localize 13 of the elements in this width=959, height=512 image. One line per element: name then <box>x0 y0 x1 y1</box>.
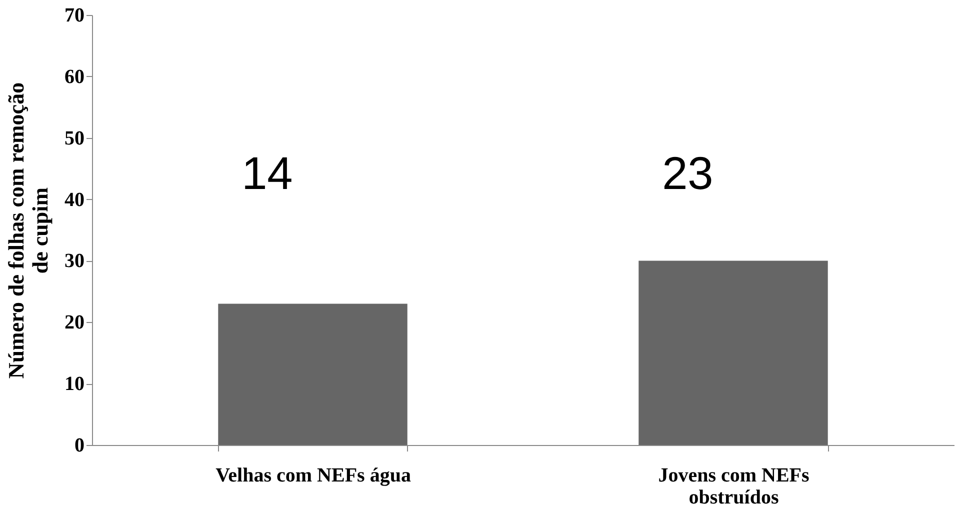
y-axis-title: Número de folhas com remoção de cupim <box>4 82 52 379</box>
y-tick-label: 10 <box>64 373 84 396</box>
x-tick-label: Velhas com NEFs água <box>216 464 411 486</box>
y-tick-label: 20 <box>64 312 84 334</box>
annotation: 23 <box>662 147 714 199</box>
y-tick-label: 50 <box>64 127 84 150</box>
y-tick-label: 60 <box>64 66 84 88</box>
y-tick-label: 0 <box>74 434 84 456</box>
y-tick-label: 30 <box>64 250 84 272</box>
y-tick-label: 40 <box>64 188 84 211</box>
y-tick-label: 70 <box>64 4 84 26</box>
x-tick-label: Jovens com NEFs obstruídos <box>658 464 810 508</box>
annotation: 14 <box>242 147 293 199</box>
